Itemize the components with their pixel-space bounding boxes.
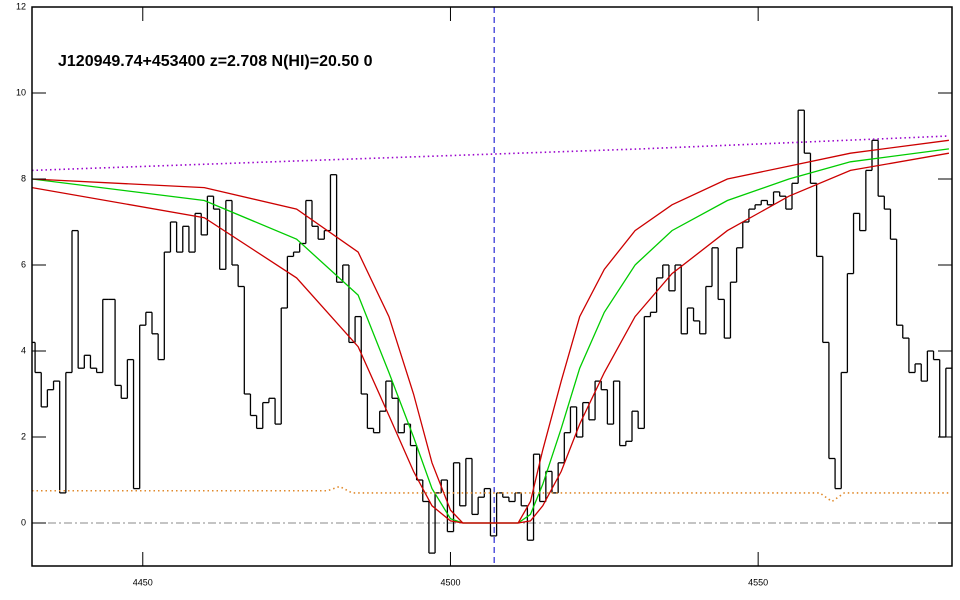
y-tick-label: 12 [16, 1, 26, 11]
x-tick-label: 4450 [133, 577, 153, 587]
chart-title: J120949.74+453400 z=2.708 N(HI)=20.50 0 [58, 53, 373, 70]
series-line [32, 135, 949, 172]
y-tick-label: 8 [21, 173, 26, 183]
y-tick-label: 4 [21, 345, 26, 355]
plot-area [32, 7, 952, 566]
series-line [32, 152, 950, 524]
y-tick-label: 10 [16, 87, 26, 97]
x-tick-label: 4500 [440, 577, 460, 587]
y-tick-label: 2 [21, 431, 26, 441]
series-line [32, 148, 950, 524]
x-tick-label: 4550 [748, 577, 768, 587]
axes-frame [31, 6, 953, 567]
series-line [32, 485, 949, 503]
y-tick-label: 0 [21, 517, 26, 527]
y-tick-label: 6 [21, 259, 26, 269]
series-line [32, 139, 950, 524]
